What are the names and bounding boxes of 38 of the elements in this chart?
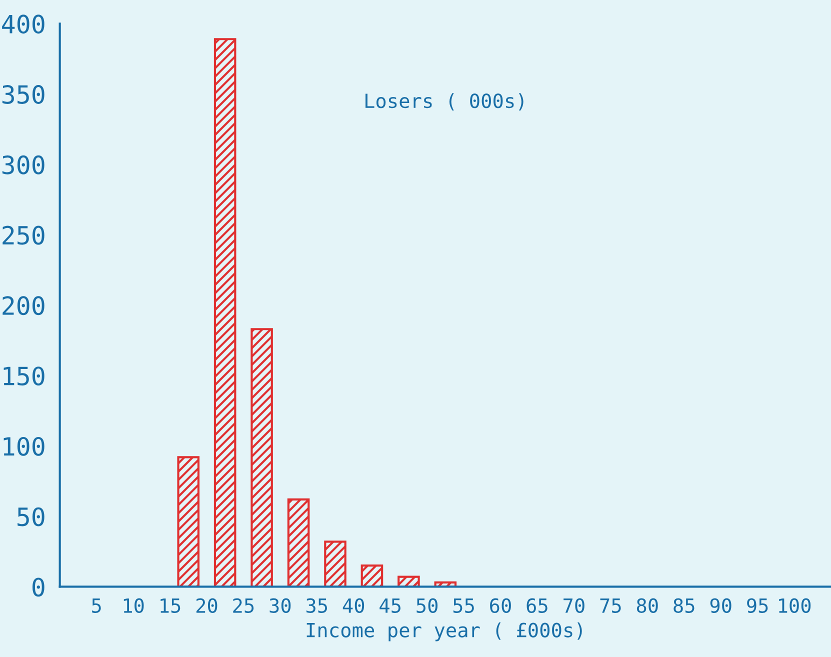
x-tick-label: 30 xyxy=(270,598,291,613)
x-tick-label: 70 xyxy=(564,598,584,613)
y-tick-label: 250 xyxy=(2,226,44,245)
bar xyxy=(250,328,273,587)
bar xyxy=(177,456,200,587)
x-tick-label: 45 xyxy=(380,598,400,613)
x-tick-label: 35 xyxy=(306,598,328,613)
y-tick-label: 350 xyxy=(2,85,44,104)
x-tick-label: 40 xyxy=(342,598,364,613)
x-tick-label: 65 xyxy=(526,598,548,613)
bar xyxy=(398,576,420,587)
x-tick-label: 25 xyxy=(233,598,254,613)
x-tick-label: 10 xyxy=(124,598,144,613)
bar xyxy=(214,38,236,587)
y-tick-label: 400 xyxy=(2,14,44,34)
x-tick-label: 75 xyxy=(600,598,621,613)
bar xyxy=(324,540,346,587)
bar xyxy=(360,564,384,587)
x-tick-label: 85 xyxy=(674,598,694,613)
text: Losers ( 000s) xyxy=(366,93,524,110)
bar xyxy=(287,498,310,587)
x-axis-title: Income per year ( £000s) xyxy=(306,622,582,642)
x-tick-label: 55 xyxy=(453,598,474,613)
x-tick-label: 60 xyxy=(490,598,511,613)
y-tick-label: 200 xyxy=(2,296,44,316)
x-tick-label: 5 xyxy=(92,598,101,613)
y-tick-label: 100 xyxy=(4,436,44,456)
x-tick-label: 15 xyxy=(160,598,180,613)
x-tick-label: 95 xyxy=(747,598,768,613)
x-tick-label: 90 xyxy=(710,598,732,613)
x-tick-label: 80 xyxy=(636,598,658,613)
x-tick-label: 50 xyxy=(416,598,438,613)
x-tick-label: 20 xyxy=(196,598,218,613)
x-tick-label: 100 xyxy=(779,598,811,613)
y-tick-label: 150 xyxy=(4,366,44,386)
y-tick-label: 0 xyxy=(32,578,44,597)
y-tick-label: 300 xyxy=(2,155,44,174)
y-tick-label: 50 xyxy=(18,507,44,526)
